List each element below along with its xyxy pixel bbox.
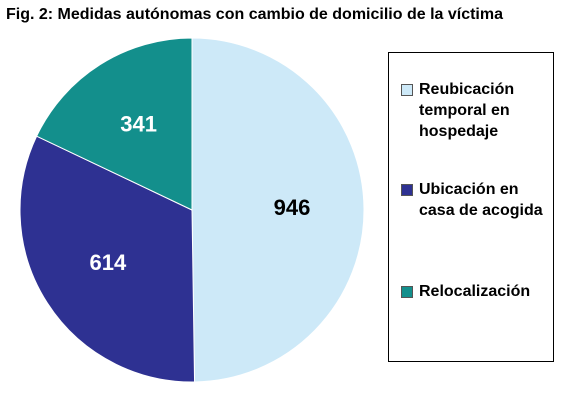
legend-item: Ubicación en casa de acogida	[401, 179, 551, 221]
legend: Reubicación temporal en hospedaje Ubicaci…	[388, 52, 554, 362]
legend-swatch	[401, 184, 413, 196]
legend-swatch	[401, 84, 413, 96]
pie-slice	[191, 37, 365, 383]
data-label: 946	[274, 195, 311, 220]
pie-slice	[35, 37, 193, 211]
chart-title: Fig. 2: Medidas autónomas con cambio de …	[6, 6, 503, 23]
legend-label: Relocalización	[419, 283, 531, 300]
data-label: 614	[90, 250, 127, 275]
legend-label: Reubicación temporal en hospedaje	[419, 81, 515, 140]
legend-swatch	[401, 286, 413, 298]
legend-item: Reubicación temporal en hospedaje	[401, 79, 551, 142]
data-label: 341	[120, 111, 157, 136]
legend-label: Ubicación en casa de acogida	[419, 181, 543, 219]
legend-item: Relocalización	[401, 281, 551, 302]
pie-slice	[19, 135, 196, 383]
